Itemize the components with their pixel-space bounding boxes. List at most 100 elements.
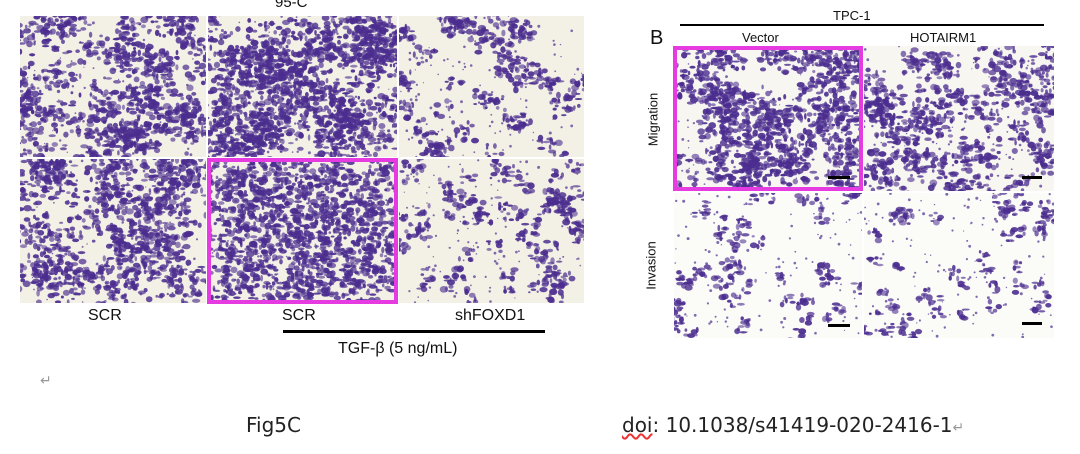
cell-stain	[243, 148, 249, 152]
cell-stain	[60, 29, 66, 36]
cell-stain	[71, 297, 75, 300]
cell-dot	[437, 130, 440, 133]
cell-stain	[72, 154, 81, 157]
cell-stain	[38, 16, 43, 17]
cell-stain	[493, 65, 502, 71]
cell-stain	[243, 49, 249, 56]
cell-stain	[176, 203, 179, 208]
cell-dot	[92, 67, 94, 69]
cell-stain	[93, 128, 100, 134]
cell-stain	[93, 118, 100, 123]
cell-dot	[441, 128, 444, 131]
cell-stain	[51, 122, 58, 128]
cell-stain	[282, 34, 287, 41]
cell-stain	[78, 73, 82, 79]
cell-stain	[136, 130, 140, 137]
cell-stain	[536, 75, 544, 82]
cell-dot	[570, 80, 573, 83]
cell-dot	[446, 135, 449, 138]
cell-stain	[277, 69, 282, 72]
cell-stain	[38, 148, 43, 152]
cell-stain	[23, 124, 28, 131]
cell-stain	[119, 59, 124, 66]
cell-stain	[257, 152, 265, 156]
cell-stain	[244, 154, 250, 157]
cell-stain	[283, 48, 286, 51]
cell-stain	[333, 23, 341, 28]
cell-stain	[132, 204, 139, 211]
cell-stain	[319, 31, 326, 34]
cell-stain	[447, 105, 451, 112]
cell-stain	[182, 217, 189, 221]
cell-stain	[372, 35, 378, 39]
cell-stain	[92, 78, 97, 83]
cell-stain	[498, 151, 505, 157]
cell-dot	[377, 147, 380, 150]
cell-stain	[394, 57, 397, 62]
cell-stain	[59, 147, 67, 151]
cell-stain	[167, 211, 174, 217]
cell-stain	[64, 228, 70, 232]
cell-dot	[323, 139, 325, 141]
cell-stain	[322, 151, 330, 155]
cell-stain	[43, 22, 51, 30]
cell-dot	[429, 106, 433, 110]
cell-dot	[331, 103, 333, 106]
cell-dot	[548, 131, 552, 135]
cell-dot	[510, 41, 514, 45]
cell-stain	[48, 64, 56, 67]
cell-stain	[54, 69, 63, 76]
cell-dot	[498, 18, 501, 21]
cell-stain	[299, 59, 308, 66]
cell-stain	[91, 159, 97, 163]
cell-stain	[125, 177, 134, 182]
cell-stain	[505, 51, 513, 56]
cell-stain	[365, 41, 374, 47]
cell-dot	[294, 20, 297, 22]
cell-stain	[335, 89, 342, 93]
micrograph-a-r1c1	[20, 16, 206, 157]
cell-stain	[567, 87, 571, 93]
cell-stain	[391, 99, 395, 102]
cell-stain	[185, 134, 192, 140]
cell-stain	[24, 238, 29, 245]
cell-dot	[242, 112, 246, 115]
cell-stain	[168, 131, 174, 135]
cell-dot	[266, 150, 270, 154]
cell-stain	[200, 72, 203, 78]
cell-stain	[219, 33, 225, 40]
cell-stain	[172, 171, 179, 175]
cell-stain	[339, 87, 346, 92]
cell-stain	[557, 98, 561, 103]
cell-stain	[302, 64, 308, 69]
cell-stain	[285, 117, 290, 122]
cell-stain	[180, 206, 184, 213]
micrograph-a-r1c3	[399, 16, 584, 157]
cell-stain	[221, 143, 229, 149]
cell-stain	[156, 16, 163, 20]
cell-stain	[517, 30, 523, 37]
cell-stain	[266, 46, 270, 53]
cell-stain	[103, 58, 111, 66]
cell-stain	[244, 81, 253, 87]
cell-stain	[204, 173, 206, 178]
cell-stain	[302, 32, 306, 36]
cell-stain	[389, 49, 395, 54]
cell-stain	[47, 292, 56, 299]
cell-stain	[380, 54, 387, 57]
cell-dot	[436, 133, 438, 135]
cell-dot	[540, 141, 544, 144]
cell-stain	[505, 72, 513, 79]
cell-stain	[128, 163, 134, 169]
cell-stain	[101, 162, 105, 165]
cell-stain	[332, 89, 335, 93]
cell-stain	[211, 106, 217, 110]
cell-stain	[53, 81, 61, 88]
cell-stain	[208, 116, 210, 120]
cell-stain	[138, 110, 146, 114]
cell-stain	[235, 26, 241, 32]
cell-stain	[254, 50, 258, 57]
cell-stain	[184, 222, 190, 228]
cell-stain	[351, 30, 355, 36]
cell-stain	[213, 121, 221, 128]
